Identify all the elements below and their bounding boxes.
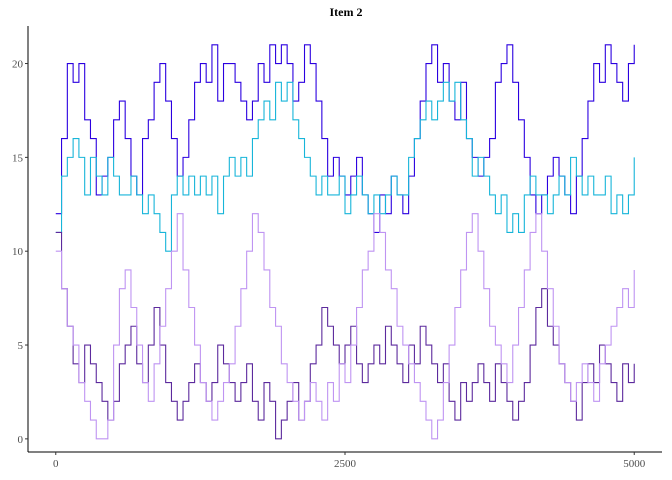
y-tick-label: 0	[18, 434, 24, 446]
y-tick-label: 5	[18, 340, 24, 352]
x-tick-label: 0	[53, 458, 59, 470]
x-axis-ticks: 0 2500 5000	[53, 452, 646, 470]
y-tick-label: 20	[12, 59, 24, 71]
y-tick-label: 10	[12, 246, 24, 258]
y-tick-label: 15	[12, 152, 24, 164]
series-line-2	[55, 81, 635, 252]
series-line-4	[55, 213, 635, 440]
y-axis-ticks: 0 5 10 15 20	[12, 59, 28, 446]
series-layer	[55, 44, 635, 440]
x-tick-label: 2500	[334, 458, 357, 470]
chart-title: Item 2	[330, 5, 363, 19]
x-tick-label: 5000	[623, 458, 646, 470]
series-line-3	[55, 231, 635, 440]
